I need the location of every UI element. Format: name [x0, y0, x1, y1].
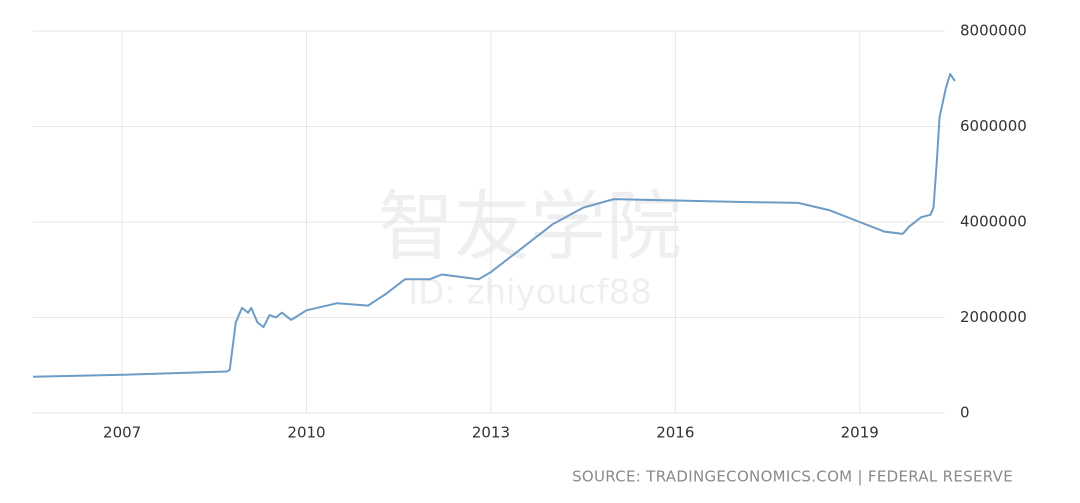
data-line — [32, 73, 956, 378]
y-tick-label: 0 — [960, 404, 970, 422]
y-tick-label: 2000000 — [960, 308, 1027, 326]
y-tick-label: 4000000 — [960, 213, 1027, 231]
watermark-id: ID: zhiyoucf88 — [408, 273, 652, 313]
x-tick-label: 2007 — [103, 424, 141, 442]
x-tick-label: 2010 — [287, 424, 325, 442]
x-tick-label: 2019 — [841, 424, 879, 442]
y-tick-label: 6000000 — [960, 117, 1027, 135]
x-tick-label: 2016 — [656, 424, 694, 442]
watermark: 智友学院 — [378, 182, 682, 271]
source: SOURCE: TRADINGECONOMICS.COM | FEDERAL R… — [572, 468, 1013, 486]
x-tick-label: 2013 — [472, 424, 510, 442]
y-tick-label: 8000000 — [960, 22, 1027, 40]
